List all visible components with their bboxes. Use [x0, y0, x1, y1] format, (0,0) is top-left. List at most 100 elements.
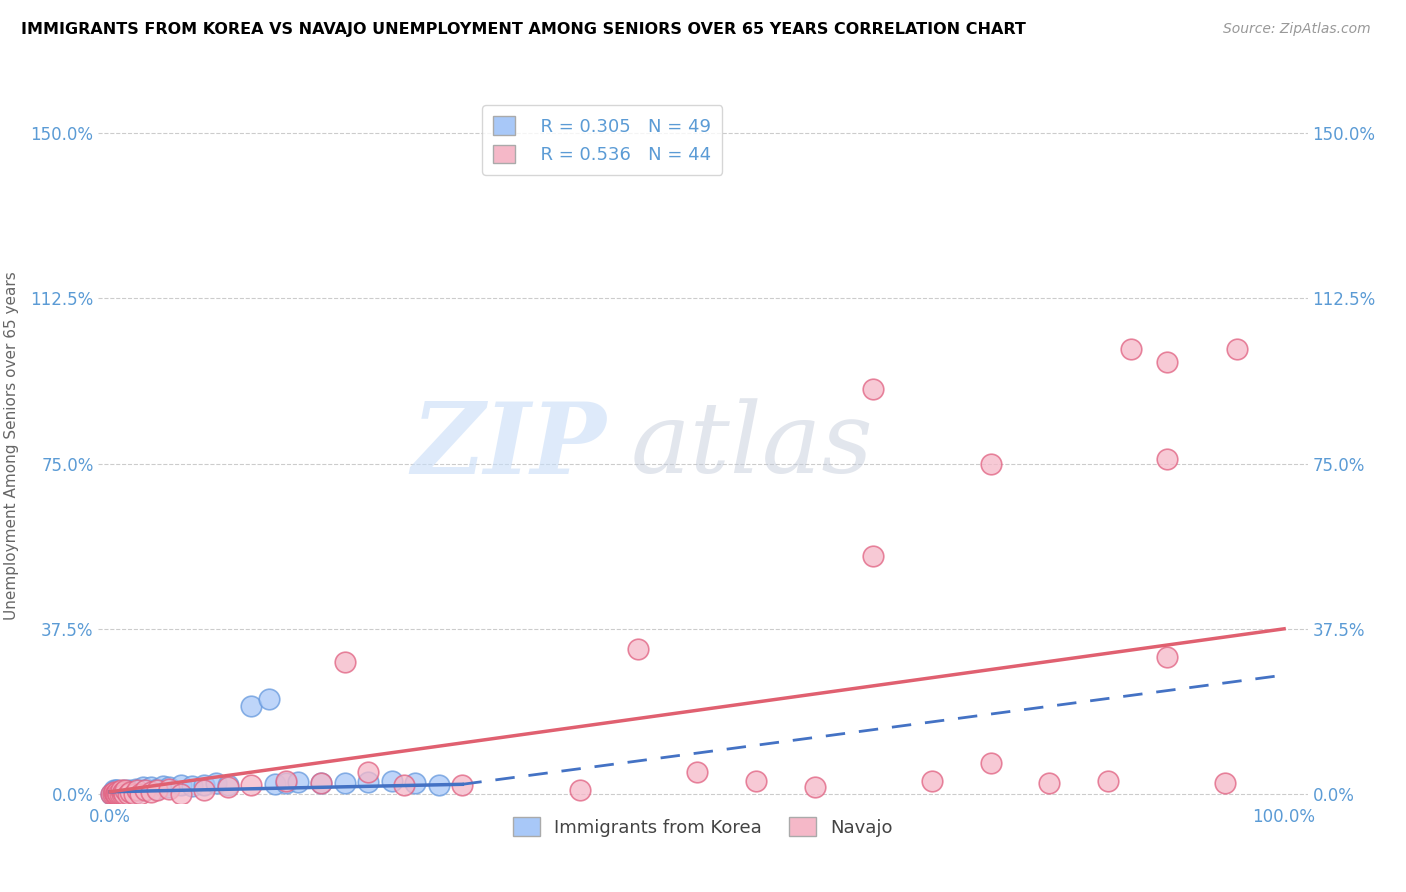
Point: [146, 782, 169, 797]
Point: [117, 787, 139, 801]
Point: [193, 778, 215, 792]
Point: [1226, 342, 1249, 356]
Point: [120, 785, 142, 799]
Point: [108, 787, 131, 801]
Point: [110, 787, 132, 801]
Point: [276, 776, 298, 790]
Point: [127, 782, 149, 797]
Point: [1097, 773, 1119, 788]
Point: [686, 764, 709, 779]
Point: [568, 782, 591, 797]
Point: [101, 785, 124, 799]
Point: [134, 783, 156, 797]
Point: [100, 787, 122, 801]
Point: [128, 783, 150, 797]
Y-axis label: Unemployment Among Seniors over 65 years: Unemployment Among Seniors over 65 years: [4, 272, 20, 620]
Point: [132, 780, 155, 795]
Point: [1038, 776, 1060, 790]
Point: [110, 783, 132, 797]
Point: [125, 781, 148, 796]
Point: [107, 787, 129, 801]
Point: [103, 785, 125, 799]
Text: Source: ZipAtlas.com: Source: ZipAtlas.com: [1223, 22, 1371, 37]
Point: [107, 785, 129, 799]
Point: [1156, 650, 1178, 665]
Point: [118, 782, 141, 797]
Point: [146, 781, 169, 796]
Point: [862, 549, 884, 563]
Point: [105, 785, 128, 799]
Point: [357, 764, 380, 779]
Point: [217, 780, 239, 795]
Point: [169, 778, 191, 792]
Point: [627, 641, 650, 656]
Point: [451, 778, 474, 792]
Point: [862, 382, 884, 396]
Point: [921, 773, 943, 788]
Point: [333, 776, 356, 790]
Point: [427, 778, 450, 792]
Point: [105, 787, 128, 801]
Point: [157, 781, 180, 796]
Point: [381, 773, 404, 788]
Point: [114, 783, 136, 797]
Point: [128, 787, 150, 801]
Point: [257, 692, 280, 706]
Point: [287, 774, 309, 789]
Point: [980, 457, 1002, 471]
Point: [745, 773, 768, 788]
Point: [240, 698, 263, 713]
Point: [101, 787, 124, 801]
Point: [1156, 355, 1178, 369]
Point: [115, 785, 138, 799]
Text: IMMIGRANTS FROM KOREA VS NAVAJO UNEMPLOYMENT AMONG SENIORS OVER 65 YEARS CORRELA: IMMIGRANTS FROM KOREA VS NAVAJO UNEMPLOY…: [21, 22, 1026, 37]
Point: [217, 778, 239, 792]
Point: [333, 655, 356, 669]
Point: [114, 787, 136, 801]
Point: [111, 785, 134, 799]
Point: [152, 779, 174, 793]
Point: [111, 787, 134, 801]
Point: [122, 787, 145, 801]
Point: [112, 787, 135, 801]
Point: [803, 780, 825, 795]
Point: [1121, 342, 1143, 356]
Point: [311, 776, 333, 790]
Point: [357, 774, 380, 789]
Point: [141, 780, 163, 795]
Point: [311, 776, 333, 790]
Point: [105, 787, 128, 801]
Point: [112, 787, 135, 801]
Point: [263, 777, 285, 791]
Point: [181, 779, 204, 793]
Point: [980, 756, 1002, 771]
Point: [104, 787, 127, 801]
Point: [103, 782, 125, 797]
Point: [104, 787, 127, 801]
Point: [134, 782, 156, 797]
Point: [101, 787, 124, 801]
Text: atlas: atlas: [630, 399, 873, 493]
Legend: Immigrants from Korea, Navajo: Immigrants from Korea, Navajo: [506, 810, 900, 844]
Point: [122, 787, 145, 801]
Point: [169, 787, 191, 801]
Point: [107, 787, 129, 801]
Point: [240, 778, 263, 792]
Point: [204, 776, 226, 790]
Point: [105, 783, 128, 797]
Point: [100, 787, 122, 801]
Point: [111, 787, 134, 801]
Text: ZIP: ZIP: [412, 398, 606, 494]
Point: [392, 778, 415, 792]
Point: [103, 787, 125, 801]
Point: [141, 785, 163, 799]
Point: [1156, 452, 1178, 467]
Point: [276, 773, 298, 788]
Point: [157, 780, 180, 795]
Point: [404, 776, 426, 790]
Point: [1215, 776, 1237, 790]
Point: [112, 785, 135, 799]
Point: [120, 785, 142, 799]
Point: [193, 782, 215, 797]
Point: [104, 787, 127, 801]
